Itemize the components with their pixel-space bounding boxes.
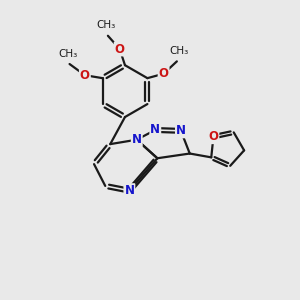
Text: O: O [208, 130, 218, 143]
Text: N: N [150, 124, 160, 136]
Text: O: O [115, 43, 125, 56]
Text: O: O [80, 69, 90, 82]
Text: CH₃: CH₃ [58, 49, 78, 59]
Text: N: N [132, 133, 142, 146]
Text: CH₃: CH₃ [96, 20, 115, 31]
Text: O: O [159, 67, 169, 80]
Text: N: N [124, 184, 134, 197]
Text: CH₃: CH₃ [169, 46, 189, 56]
Text: N: N [176, 124, 186, 137]
